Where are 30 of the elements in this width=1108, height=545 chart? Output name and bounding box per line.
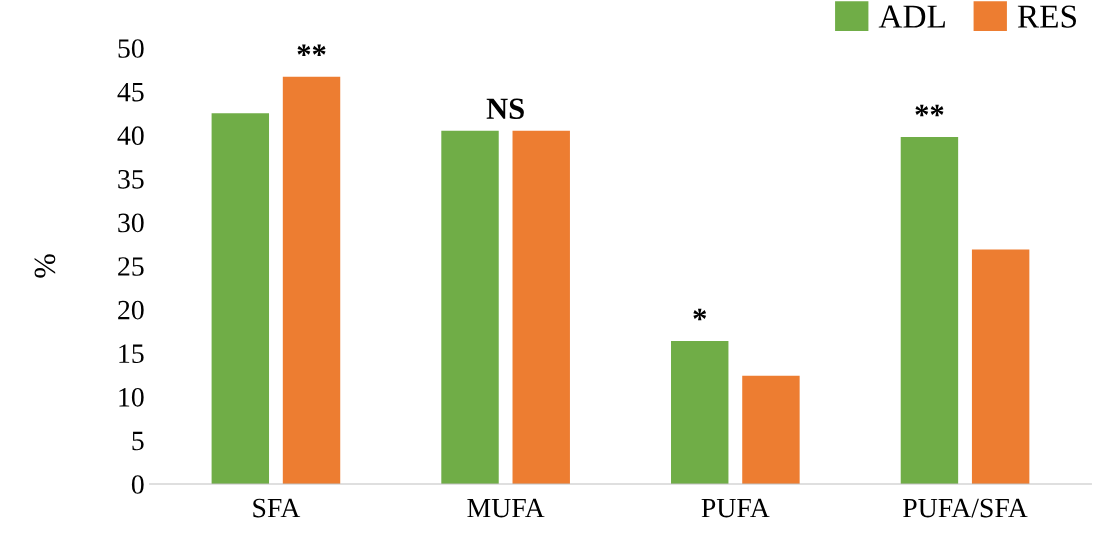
y-tick-label: 40 [117,126,144,146]
bar [742,375,800,484]
bar [512,130,570,484]
annotation: ** [915,104,944,117]
bar [900,136,959,484]
bar [671,340,729,484]
annotation: NS [486,98,524,120]
y-tick-label: 20 [118,300,144,320]
y-tick-label: 5 [132,431,144,451]
bar [441,130,499,484]
y-tick-label: 0 [131,475,144,494]
legend-label: RES [1017,5,1076,28]
y-tick-label: 30 [118,213,144,233]
x-tick-label: SFA [253,498,301,518]
annotation: ** [297,44,326,57]
x-tick-label: PUFA [701,498,770,518]
legend-label: ADL [878,5,945,28]
x-tick-label: MUFA [467,498,545,518]
annotation: * [693,308,707,321]
x-tick-label: PUFA/SFA [903,498,1028,518]
y-tick-label: 15 [119,344,144,364]
bar [971,249,1030,484]
y-tick-label: 50 [118,39,144,58]
bar [211,113,270,484]
y-tick-label: 10 [119,387,144,407]
y-axis-title: % [34,254,56,278]
y-tick-label: 45 [117,82,144,102]
y-tick-label: 25 [118,257,144,276]
bar [282,76,341,484]
y-tick-label: 35 [118,170,144,189]
